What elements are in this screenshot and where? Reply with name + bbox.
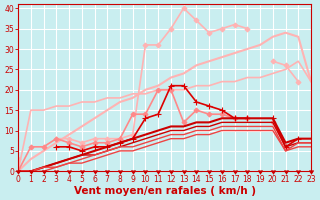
X-axis label: Vent moyen/en rafales ( km/h ): Vent moyen/en rafales ( km/h ): [74, 186, 256, 196]
